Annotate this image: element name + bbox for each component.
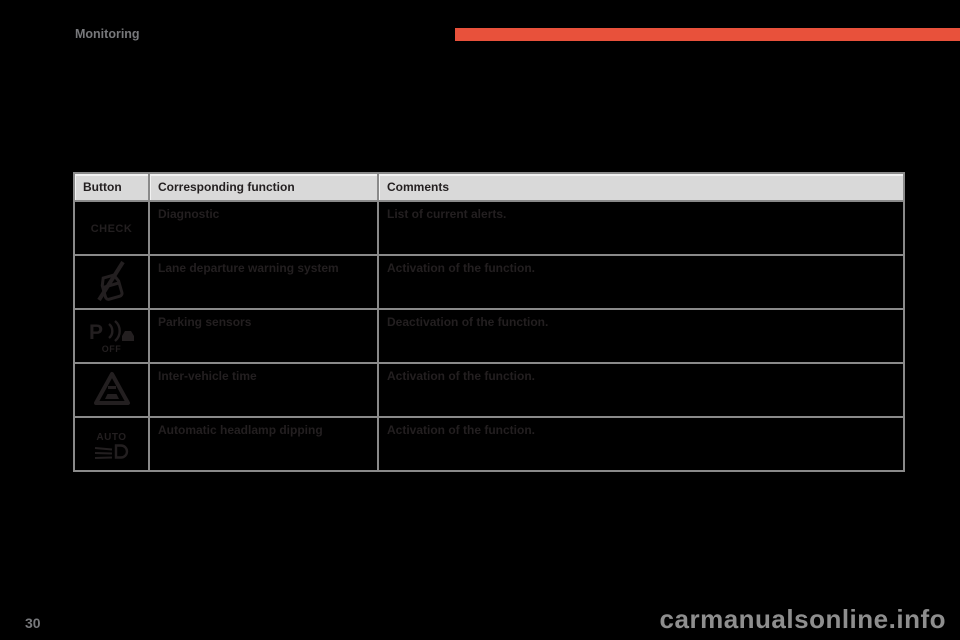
function-cell: Automatic headlamp dipping (148, 416, 379, 472)
lane-departure-button-cell (73, 254, 150, 310)
auto-headlamp-button-cell: AUTO (73, 416, 150, 472)
parking-sensors-button-cell: P OFF (73, 308, 150, 364)
function-cell: Parking sensors (148, 308, 379, 364)
column-header-function: Corresponding function (148, 172, 379, 202)
check-button-label: CHECK (90, 223, 133, 235)
column-header-button: Button (73, 172, 150, 202)
function-cell: Inter-vehicle time (148, 362, 379, 418)
parking-sensors-icon: P (89, 319, 134, 343)
table-row: P OFF Parking sensors Deactivation of th… (73, 308, 905, 364)
accent-bar (455, 28, 960, 41)
comments-cell: List of current alerts. (377, 200, 905, 256)
comments-cell: Deactivation of the function. (377, 308, 905, 364)
table-header-row: Button Corresponding function Comments (73, 172, 905, 202)
inter-vehicle-time-icon (93, 371, 130, 405)
page-number: 30 (25, 615, 41, 631)
check-button-cell: CHECK (73, 200, 150, 256)
watermark-link[interactable]: carmanualsonline.info (659, 604, 946, 634)
comments-cell: Activation of the function. (377, 254, 905, 310)
parking-sensors-off-label: OFF (101, 343, 122, 354)
section-label: Monitoring (75, 27, 140, 41)
table-row: CHECK Diagnostic List of current alerts. (73, 200, 905, 256)
column-header-comments: Comments (377, 172, 905, 202)
table-row: Lane departure warning system Activation… (73, 254, 905, 310)
automatic-headlamp-dipping-icon (94, 444, 128, 459)
comments-cell: Activation of the function. (377, 362, 905, 418)
lane-departure-warning-icon (96, 260, 125, 301)
function-cell: Diagnostic (148, 200, 379, 256)
table-row: AUTO Automatic headlamp dipping Activati… (73, 416, 905, 472)
comments-cell: Activation of the function. (377, 416, 905, 472)
svg-text:P: P (89, 321, 103, 343)
auto-headlamp-auto-label: AUTO (96, 432, 127, 443)
function-cell: Lane departure warning system (148, 254, 379, 310)
inter-vehicle-button-cell (73, 362, 150, 418)
table-row: Inter-vehicle time Activation of the fun… (73, 362, 905, 418)
button-functions-table: Button Corresponding function Comments C… (73, 172, 905, 472)
